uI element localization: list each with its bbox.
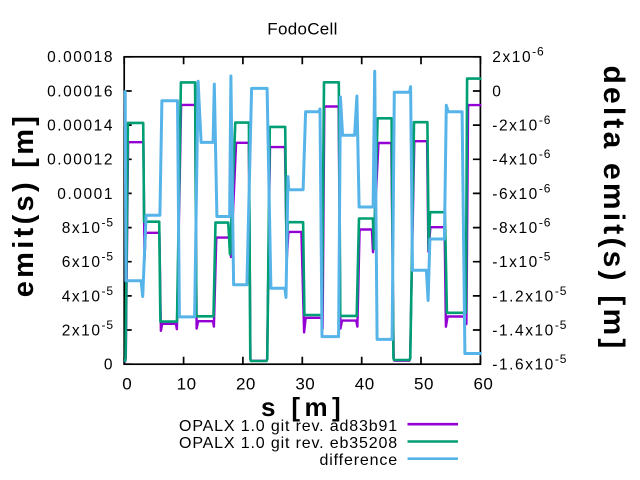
svg-text:delta emit(s) [m]: delta emit(s) [m] — [597, 65, 630, 351]
svg-text:6x10-5: 6x10-5 — [62, 250, 114, 272]
svg-text:emit(s) [m]: emit(s) [m] — [8, 113, 40, 298]
svg-text:FodoCell: FodoCell — [267, 20, 337, 39]
svg-text:-1.2x10-5: -1.2x10-5 — [492, 284, 567, 306]
svg-text:-1x10-5: -1x10-5 — [492, 250, 551, 272]
svg-text:40: 40 — [355, 375, 375, 394]
svg-text:s [m]: s [m] — [261, 392, 345, 422]
svg-text:10: 10 — [177, 375, 197, 394]
svg-text:0: 0 — [104, 357, 114, 374]
svg-text:0.00012: 0.00012 — [47, 152, 114, 169]
svg-text:OPALX 1.0 git rev. eb35208: OPALX 1.0 git rev. eb35208 — [179, 435, 398, 452]
svg-text:2x10-5: 2x10-5 — [62, 318, 114, 340]
svg-text:2x10-6: 2x10-6 — [492, 45, 544, 66]
svg-text:30: 30 — [295, 375, 315, 394]
svg-text:-1.4x10-5: -1.4x10-5 — [492, 318, 567, 340]
svg-text:50: 50 — [414, 375, 434, 394]
svg-text:60: 60 — [473, 375, 493, 394]
svg-text:20: 20 — [236, 375, 256, 394]
svg-text:-4x10-6: -4x10-6 — [492, 147, 551, 169]
svg-text:0.00018: 0.00018 — [47, 49, 114, 66]
svg-text:-1.6x10-5: -1.6x10-5 — [492, 352, 567, 374]
svg-text:-2x10-6: -2x10-6 — [492, 113, 551, 135]
svg-text:4x10-5: 4x10-5 — [62, 284, 114, 306]
svg-text:OPALX 1.0 git rev. ad83b91: OPALX 1.0 git rev. ad83b91 — [179, 418, 398, 435]
svg-text:difference: difference — [320, 452, 398, 469]
svg-text:0.0001: 0.0001 — [57, 186, 114, 203]
svg-text:0.00014: 0.00014 — [47, 118, 114, 135]
svg-text:0: 0 — [492, 83, 502, 100]
svg-text:0: 0 — [122, 375, 132, 394]
svg-text:-6x10-6: -6x10-6 — [492, 181, 551, 203]
svg-text:8x10-5: 8x10-5 — [62, 216, 114, 238]
svg-text:0.00016: 0.00016 — [47, 83, 114, 100]
svg-text:-8x10-6: -8x10-6 — [492, 216, 551, 238]
